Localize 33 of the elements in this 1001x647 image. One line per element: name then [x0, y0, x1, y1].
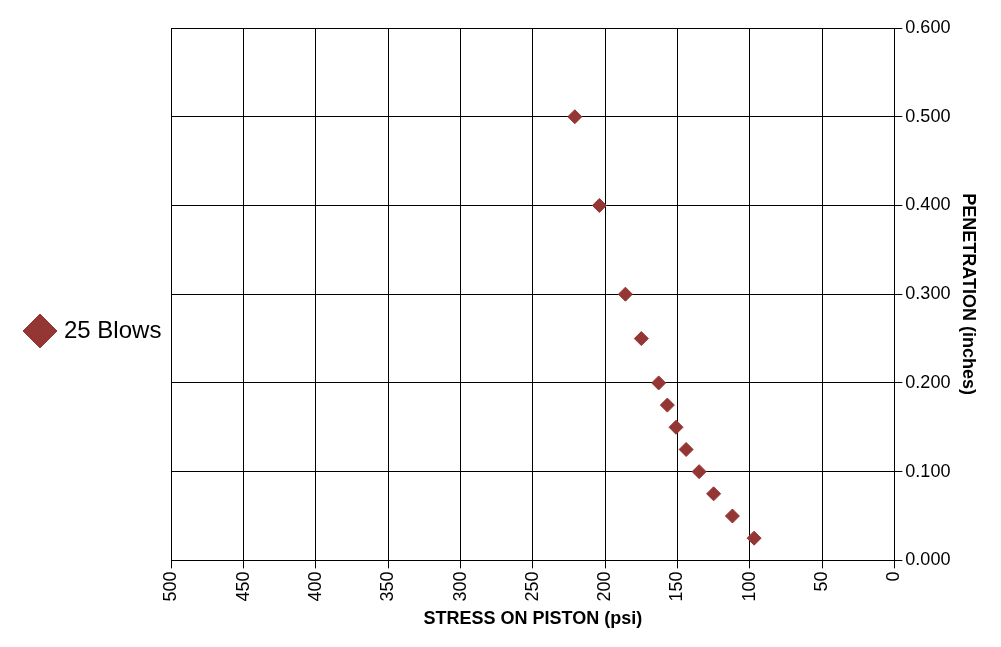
x-tick-label: 500	[160, 571, 181, 602]
y-tick-label: 0.000	[905, 549, 951, 570]
y-tick-label: 0.300	[905, 283, 951, 304]
point	[591, 197, 607, 213]
x-tick-label: 100	[738, 571, 759, 602]
x-tick-label: 50	[811, 571, 832, 592]
y-tick-label: 0.200	[905, 371, 951, 392]
y-axis-title: PENETRATION (inches)	[959, 193, 980, 396]
x-tick-label: 350	[377, 571, 398, 602]
point	[706, 486, 722, 502]
y-tick-label: 0.100	[905, 460, 951, 481]
legend-label: 25 Blows	[64, 315, 162, 343]
point	[633, 331, 649, 347]
y-tick-label: 0.400	[905, 194, 951, 215]
x-tick-label: 250	[521, 571, 542, 602]
x-tick-label: 200	[594, 571, 615, 602]
point	[651, 375, 667, 391]
x-tick-label: 400	[304, 571, 325, 602]
y-tick-label: 0.500	[905, 105, 951, 126]
point	[724, 508, 740, 524]
x-tick-label: 300	[449, 571, 470, 602]
point	[678, 441, 694, 457]
x-tick-label: 150	[666, 571, 687, 602]
point	[567, 109, 583, 125]
point	[746, 530, 762, 546]
point	[691, 464, 707, 480]
x-tick-label: 0	[883, 571, 904, 582]
y-tick-label: 0.600	[905, 16, 951, 37]
x-tick-label: 450	[232, 571, 253, 602]
point	[668, 419, 684, 435]
point	[617, 286, 633, 302]
x-axis-title: STRESS ON PISTON (psi)	[423, 608, 643, 629]
point	[659, 397, 675, 413]
